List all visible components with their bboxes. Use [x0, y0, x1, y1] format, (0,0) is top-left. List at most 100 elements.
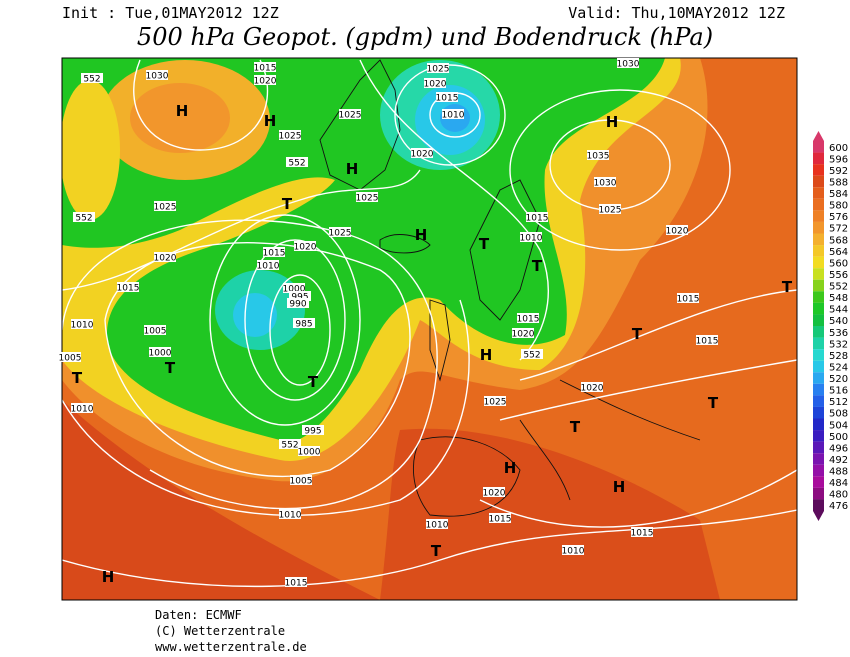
- label-bg: [599, 204, 621, 214]
- label-bg: [117, 282, 139, 292]
- label-bg: [257, 260, 279, 270]
- label-bg: [562, 545, 584, 555]
- pressure-center: T: [570, 418, 581, 436]
- label-bg: [279, 130, 301, 140]
- geopotential-label: 552: [75, 214, 92, 224]
- pressure-center: T: [165, 359, 176, 377]
- label-bg: [71, 403, 93, 413]
- isobar-label: 1015: [285, 579, 308, 589]
- label-bg: [424, 78, 446, 88]
- isobar-label: 1010: [562, 547, 585, 557]
- label-bg: [411, 148, 433, 158]
- label-bg: [356, 192, 378, 202]
- label-bg: [521, 349, 543, 359]
- label-bg: [71, 319, 93, 329]
- isobar-label: 1035: [587, 152, 610, 162]
- label-bg: [696, 335, 718, 345]
- label-bg: [666, 225, 688, 235]
- colorbar-swatch: [813, 406, 824, 419]
- colorbar-swatch: [813, 198, 824, 211]
- pressure-center: T: [308, 373, 319, 391]
- colorbar-label: 524: [829, 362, 848, 373]
- isobar-label: 1015: [517, 315, 540, 325]
- label-bg: [339, 109, 361, 119]
- label-bg: [294, 241, 316, 251]
- colorbar-label: 528: [829, 351, 848, 362]
- colorbar-swatch: [813, 487, 824, 500]
- colorbar-swatch: [813, 279, 824, 292]
- pressure-center: T: [632, 325, 643, 343]
- pressure-center: H: [504, 459, 517, 477]
- isobar-label: 1015: [677, 295, 700, 305]
- colorbar-label: 540: [829, 316, 848, 327]
- colorbar-cap: [813, 131, 824, 141]
- label-bg: [617, 58, 639, 68]
- map: [62, 58, 797, 600]
- colorbar-swatch: [813, 314, 824, 326]
- label-bg: [426, 519, 448, 529]
- isobar-label: 1015: [631, 529, 654, 539]
- label-bg: [263, 247, 285, 257]
- label-bg: [427, 63, 449, 73]
- isobar-label: 1005: [59, 354, 82, 364]
- isobar-label: 1010: [520, 234, 543, 244]
- label-bg: [279, 439, 301, 449]
- colorbar-label: 512: [829, 397, 848, 408]
- colorbar-label: 596: [829, 154, 848, 165]
- isobar-label: 1025: [484, 398, 507, 408]
- colorbar-label: 584: [829, 189, 848, 200]
- isobar-label: 1015: [526, 214, 549, 224]
- colorbar-swatch: [813, 418, 824, 431]
- label-bg: [254, 75, 276, 85]
- colorbar-label: 548: [829, 293, 848, 304]
- colorbar-swatch: [813, 210, 824, 222]
- colorbar-swatch: [813, 291, 824, 303]
- pressure-center: H: [480, 346, 493, 364]
- colorbar-swatch: [813, 464, 824, 477]
- colorbar-label: 576: [829, 212, 848, 223]
- colorbar-label: 492: [829, 455, 848, 466]
- label-bg: [587, 150, 609, 160]
- footer: (C) Wetterzentrale: [155, 624, 285, 638]
- colorbar-label: 560: [829, 258, 848, 269]
- isobar-label: 1010: [279, 511, 302, 521]
- colorbar-swatch: [813, 372, 824, 384]
- label-bg: [631, 527, 653, 537]
- pressure-center: H: [176, 102, 189, 120]
- map-frame: [61, 57, 798, 601]
- isobar-label: 1020: [483, 489, 506, 499]
- label-bg: [81, 73, 103, 83]
- label-bg: [293, 318, 315, 328]
- pressure-center: T: [479, 235, 490, 253]
- isobar-label: 1020: [424, 80, 447, 90]
- isobar-label: 1020: [512, 330, 535, 340]
- colorbar-swatch: [813, 441, 824, 454]
- isobar-label: 1000: [298, 448, 321, 458]
- label-bg: [517, 313, 539, 323]
- colorbar-label: 532: [829, 339, 848, 350]
- colorbar-swatch: [813, 383, 824, 396]
- isobar-label: 995: [304, 427, 321, 437]
- isobar-label: 1015: [436, 94, 459, 104]
- pressure-center: H: [613, 478, 626, 496]
- isobar-label: 1020: [154, 254, 177, 264]
- isobar-label: 1015: [489, 515, 512, 525]
- colorbar-label: 480: [829, 490, 848, 501]
- label-bg: [59, 352, 81, 362]
- isobar-label: 1010: [442, 111, 465, 121]
- colorbar-label: 516: [829, 386, 848, 397]
- isobar-label: 1025: [599, 206, 622, 216]
- isobar-label: 1025: [279, 132, 302, 142]
- colorbar-swatch: [813, 187, 824, 199]
- label-bg: [442, 109, 464, 119]
- label-bg: [329, 227, 351, 237]
- colorbar-swatch: [813, 430, 824, 442]
- label-bg: [144, 325, 166, 335]
- label-bg: [489, 513, 511, 523]
- isobar-label: 1010: [71, 405, 94, 415]
- pressure-center: H: [264, 112, 277, 130]
- colorbar-label: 572: [829, 224, 848, 235]
- label-bg: [149, 347, 171, 357]
- pressure-center: T: [708, 394, 719, 412]
- isobar-label: 1020: [254, 77, 277, 87]
